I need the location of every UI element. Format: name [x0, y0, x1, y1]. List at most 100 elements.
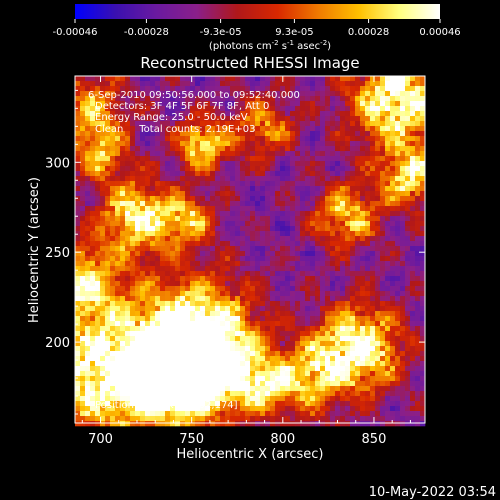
heatmap-cell	[255, 366, 261, 372]
heatmap-cell	[240, 86, 246, 92]
heatmap-cell	[260, 206, 266, 212]
heatmap-cell	[340, 386, 346, 392]
colorbar-unit-prefix: (photons cm	[209, 41, 272, 52]
heatmap-cell	[305, 171, 311, 177]
heatmap-cell	[360, 81, 366, 87]
heatmap-cell	[265, 416, 271, 422]
heatmap-cell	[310, 356, 316, 362]
heatmap-cell	[275, 161, 281, 167]
heatmap-cell	[250, 231, 256, 237]
heatmap-cell	[400, 366, 406, 372]
heatmap-cell	[320, 106, 326, 112]
heatmap-cell	[360, 416, 366, 422]
heatmap-cell	[350, 401, 356, 407]
heatmap-cell	[180, 161, 186, 167]
heatmap-cell	[335, 336, 341, 342]
heatmap-cell	[270, 181, 276, 187]
heatmap-cell	[250, 201, 256, 207]
heatmap-cell	[365, 106, 371, 112]
heatmap-cell	[290, 81, 296, 87]
heatmap-cell	[275, 366, 281, 372]
heatmap-cell	[405, 151, 411, 157]
heatmap-cell	[320, 276, 326, 282]
heatmap-cell	[150, 136, 156, 142]
heatmap-cell	[325, 231, 331, 237]
heatmap-cell	[410, 176, 416, 182]
heatmap-cell	[380, 256, 386, 262]
heatmap-cell	[160, 221, 166, 227]
heatmap-cell	[275, 361, 281, 367]
heatmap-cell	[95, 236, 101, 242]
heatmap-cell	[195, 106, 201, 112]
heatmap-cell	[380, 91, 386, 97]
heatmap-cell	[125, 406, 131, 412]
heatmap-cell	[315, 171, 321, 177]
heatmap-cell	[295, 306, 301, 312]
colorbar-tick-label: -9.3e-05	[200, 27, 242, 38]
heatmap-cell	[90, 421, 96, 427]
heatmap-cell	[140, 291, 146, 297]
heatmap-cell	[170, 171, 176, 177]
heatmap-cell	[145, 386, 151, 392]
heatmap-cell	[120, 121, 126, 127]
heatmap-cell	[280, 96, 286, 102]
heatmap-cell	[210, 291, 216, 297]
heatmap-cell	[90, 236, 96, 242]
heatmap-cell	[130, 201, 136, 207]
heatmap-cell	[225, 276, 231, 282]
heatmap-cell	[275, 391, 281, 397]
heatmap-cell	[250, 371, 256, 377]
heatmap-cell	[190, 136, 196, 142]
heatmap-cell	[95, 296, 101, 302]
heatmap-cell	[85, 226, 91, 232]
heatmap-cell	[105, 326, 111, 332]
heatmap-cell	[230, 226, 236, 232]
heatmap-cell	[120, 206, 126, 212]
heatmap-cell	[300, 326, 306, 332]
heatmap-cell	[355, 376, 361, 382]
heatmap-cell	[360, 91, 366, 97]
heatmap-cell	[215, 316, 221, 322]
heatmap-cell	[190, 421, 196, 427]
heatmap-cell	[395, 186, 401, 192]
heatmap-cell	[325, 246, 331, 252]
heatmap-cell	[135, 371, 141, 377]
heatmap-cell	[340, 76, 346, 82]
heatmap-cell	[265, 221, 271, 227]
heatmap-cell	[90, 101, 96, 107]
heatmap-cell	[385, 301, 391, 307]
heatmap-cell	[195, 326, 201, 332]
annotation-block: 6-Sep-2010 09:50:56.000 to 09:52:40.000 …	[88, 90, 300, 135]
heatmap-cell	[125, 411, 131, 417]
heatmap-cell	[405, 256, 411, 262]
heatmap-cell	[310, 381, 316, 387]
heatmap-cell	[115, 366, 121, 372]
heatmap-cell	[225, 256, 231, 262]
heatmap-cell	[215, 251, 221, 257]
heatmap-cell	[280, 206, 286, 212]
heatmap-cell	[340, 211, 346, 217]
heatmap-cell	[185, 356, 191, 362]
heatmap-cell	[230, 236, 236, 242]
heatmap-cell	[195, 361, 201, 367]
heatmap-cell	[230, 241, 236, 247]
heatmap-cell	[235, 406, 241, 412]
heatmap-cell	[270, 371, 276, 377]
heatmap-cell	[155, 276, 161, 282]
heatmap-cell	[305, 336, 311, 342]
heatmap-cell	[85, 171, 91, 177]
heatmap-cell	[295, 256, 301, 262]
heatmap-cell	[315, 406, 321, 412]
heatmap-cell	[315, 206, 321, 212]
heatmap-cell	[180, 81, 186, 87]
heatmap-cell	[360, 166, 366, 172]
heatmap-cell	[145, 261, 151, 267]
heatmap-cell	[305, 356, 311, 362]
heatmap-cell	[285, 221, 291, 227]
heatmap-cell	[185, 381, 191, 387]
heatmap-cell	[75, 316, 81, 322]
heatmap-cell	[145, 116, 151, 122]
heatmap-cell	[375, 401, 381, 407]
heatmap-cell	[405, 81, 411, 87]
heatmap-cell	[145, 251, 151, 257]
